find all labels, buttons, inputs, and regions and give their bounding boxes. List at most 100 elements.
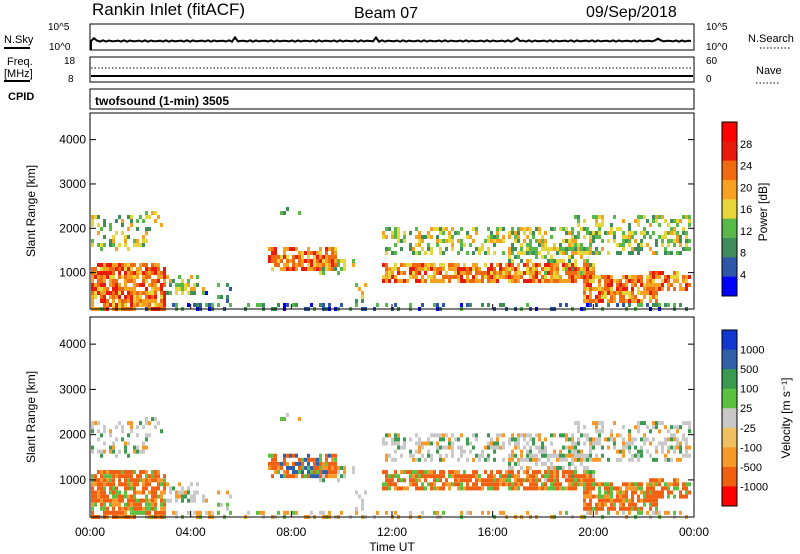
power-cell [586, 287, 589, 291]
velocity-cell [637, 453, 640, 458]
power-cell [445, 227, 448, 231]
power-cell [520, 247, 523, 251]
velocity-cell [136, 449, 139, 454]
velocity-cell [196, 490, 199, 495]
velocity-cell [154, 494, 157, 499]
power-cell [595, 219, 598, 223]
power-cell [622, 247, 625, 251]
velocity-cell [130, 478, 133, 483]
power-cell [334, 259, 337, 263]
power-cell [325, 263, 328, 267]
velocity-cell [310, 510, 313, 515]
velocity-colorbar-tick: 500 [740, 364, 758, 376]
power-cell [460, 267, 463, 271]
power-cell [649, 275, 652, 279]
velocity-cell [610, 498, 613, 503]
velocity-cell [157, 510, 160, 515]
velocity-cell [520, 433, 523, 438]
velocity-cell [592, 470, 595, 475]
power-cell [442, 263, 445, 267]
noise-left-tick-bottom: 10^0 [49, 42, 71, 53]
velocity-cell [103, 498, 106, 503]
power-cell [583, 259, 586, 263]
velocity-cell [475, 486, 478, 491]
power-cell [502, 275, 505, 279]
y-tick-label: 3000 [59, 382, 86, 396]
velocity-cell [313, 474, 316, 479]
velocity-cell [577, 453, 580, 458]
power-cell [679, 239, 682, 243]
power-cell [415, 251, 418, 255]
velocity-cell [508, 482, 511, 487]
velocity-cell [571, 449, 574, 454]
velocity-cell [460, 474, 463, 479]
power-cell [427, 231, 430, 235]
velocity-cell [454, 470, 457, 475]
velocity-cell [430, 486, 433, 491]
velocity-cell [139, 449, 142, 454]
power-cell [634, 295, 637, 299]
velocity-cell [118, 506, 121, 511]
velocity-cell [484, 457, 487, 462]
velocity-cell [679, 425, 682, 430]
power-cell [199, 303, 202, 307]
power-cell [166, 291, 169, 295]
velocity-colorbar-segment [722, 486, 737, 507]
velocity-cell [178, 494, 181, 499]
power-cell [535, 263, 538, 267]
velocity-cell [277, 461, 280, 466]
power-cell [619, 227, 622, 231]
velocity-cell [652, 425, 655, 430]
power-cell [382, 263, 385, 267]
power-cell [625, 287, 628, 291]
velocity-cell [316, 461, 319, 466]
power-cell [547, 259, 550, 263]
velocity-cell [169, 498, 172, 503]
velocity-cell [466, 437, 469, 442]
velocity-cell [685, 441, 688, 446]
velocity-cell [601, 494, 604, 499]
velocity-cell [607, 457, 610, 462]
y-tick-label: 4000 [59, 337, 86, 351]
power-cell [619, 291, 622, 295]
power-cell [436, 235, 439, 239]
power-cell [583, 299, 586, 303]
velocity-cell [508, 441, 511, 446]
power-cell [316, 255, 319, 259]
power-cell [385, 227, 388, 231]
velocity-cell [508, 437, 511, 442]
velocity-cell [622, 449, 625, 454]
power-cell [124, 239, 127, 243]
velocity-cell [559, 453, 562, 458]
velocity-cell [523, 445, 526, 450]
velocity-cell [385, 510, 388, 515]
velocity-cell [283, 457, 286, 462]
velocity-cell [520, 449, 523, 454]
velocity-cell [310, 474, 313, 479]
power-cell [451, 263, 454, 267]
power-cell [565, 303, 568, 307]
velocity-cell [340, 474, 343, 479]
power-cell [634, 239, 637, 243]
velocity-cell [568, 445, 571, 450]
power-cell [610, 291, 613, 295]
power-cell [574, 235, 577, 239]
velocity-cell [283, 510, 286, 515]
power-cell [115, 263, 118, 267]
velocity-cell [562, 486, 565, 491]
power-cell [298, 211, 301, 215]
velocity-cell [115, 502, 118, 507]
velocity-cell [127, 470, 130, 475]
power-cell [271, 267, 274, 271]
velocity-cell [634, 425, 637, 430]
velocity-cell [577, 474, 580, 479]
velocity-cell [604, 490, 607, 495]
velocity-cell [493, 478, 496, 483]
power-cell [424, 279, 427, 283]
power-cell [217, 303, 220, 307]
power-cell [655, 251, 658, 255]
velocity-cell [598, 429, 601, 434]
velocity-cell [286, 510, 289, 515]
velocity-cell [640, 506, 643, 511]
velocity-cell [631, 482, 634, 487]
